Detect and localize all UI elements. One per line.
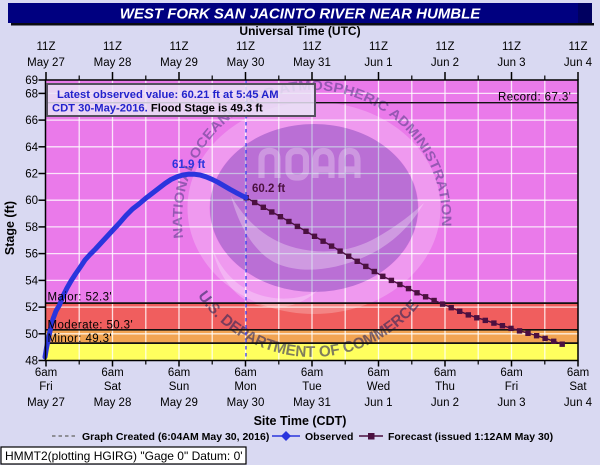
svg-text:Jun 2: Jun 2 — [431, 397, 459, 409]
svg-text:May 28: May 28 — [94, 57, 132, 69]
svg-text:11Z: 11Z — [37, 41, 56, 53]
svg-text:6am: 6am — [101, 367, 123, 379]
svg-text:Forecast (issued 1:12AM May 30: Forecast (issued 1:12AM May 30) — [388, 431, 553, 443]
svg-text:62: 62 — [25, 169, 38, 181]
svg-text:6am: 6am — [500, 367, 522, 379]
svg-text:Site Time (CDT): Site Time (CDT) — [254, 414, 347, 428]
svg-text:Jun 4: Jun 4 — [564, 57, 593, 69]
svg-text:Mon: Mon — [234, 381, 256, 393]
svg-text:Jun 1: Jun 1 — [364, 57, 392, 69]
svg-text:Universal Time (UTC): Universal Time (UTC) — [239, 24, 360, 38]
svg-text:6am: 6am — [168, 367, 190, 379]
svg-text:Fri: Fri — [505, 381, 518, 393]
svg-text:Major: 52.3': Major: 52.3' — [48, 292, 113, 304]
svg-text:11Z: 11Z — [170, 41, 189, 53]
svg-text:May 28: May 28 — [94, 397, 132, 409]
svg-text:Tue: Tue — [302, 381, 321, 393]
svg-text:54: 54 — [25, 275, 38, 287]
svg-text:Sun: Sun — [169, 381, 189, 393]
svg-text:52: 52 — [25, 302, 38, 314]
svg-text:Stage (ft): Stage (ft) — [3, 201, 17, 255]
svg-text:61.9 ft: 61.9 ft — [172, 159, 205, 171]
svg-text:6am: 6am — [434, 367, 456, 379]
svg-text:11Z: 11Z — [103, 41, 122, 53]
svg-text:CDT 30-May-2016. Flood Stage i: CDT 30-May-2016. Flood Stage is 49.3 ft — [52, 103, 263, 115]
svg-text:Sat: Sat — [104, 381, 122, 393]
svg-text:66: 66 — [25, 115, 38, 127]
svg-text:6am: 6am — [301, 367, 323, 379]
svg-text:Graph Created (6:04AM May 30,: Graph Created (6:04AM May 30, 2016) — [82, 431, 269, 443]
svg-text:HMMT2(plotting HGIRG) "Gage 0": HMMT2(plotting HGIRG) "Gage 0" Datum: 0' — [5, 449, 243, 463]
svg-text:May 31: May 31 — [293, 57, 331, 69]
svg-text:11Z: 11Z — [303, 41, 322, 53]
svg-text:Record: 67.3': Record: 67.3' — [498, 92, 571, 104]
svg-text:Sat: Sat — [569, 381, 587, 393]
svg-text:69: 69 — [25, 75, 38, 87]
svg-text:May 30: May 30 — [227, 57, 265, 69]
svg-text:68: 68 — [25, 88, 38, 100]
svg-text:48: 48 — [25, 356, 38, 368]
svg-text:Fri: Fri — [39, 381, 52, 393]
svg-text:11Z: 11Z — [502, 41, 521, 53]
svg-text:May 30: May 30 — [227, 397, 265, 409]
svg-text:Observed: Observed — [305, 431, 353, 443]
svg-text:6am: 6am — [567, 367, 589, 379]
svg-text:Jun 1: Jun 1 — [364, 397, 392, 409]
svg-text:May 27: May 27 — [27, 397, 65, 409]
svg-text:50: 50 — [25, 329, 38, 341]
svg-text:WEST FORK SAN JACINTO RIVER NE: WEST FORK SAN JACINTO RIVER NEAR HUMBLE — [120, 6, 482, 23]
svg-text:Jun 2: Jun 2 — [431, 57, 459, 69]
svg-text:11Z: 11Z — [569, 41, 588, 53]
svg-text:Moderate: 50.3': Moderate: 50.3' — [48, 320, 134, 332]
svg-text:58: 58 — [25, 222, 38, 234]
svg-text:11Z: 11Z — [236, 41, 255, 53]
svg-text:6am: 6am — [367, 367, 389, 379]
svg-text:Jun 4: Jun 4 — [564, 397, 593, 409]
svg-text:May 31: May 31 — [293, 397, 331, 409]
svg-text:Latest observed value: 60.21 f: Latest observed value: 60.21 ft at 5:45 … — [57, 89, 279, 101]
svg-text:May 29: May 29 — [160, 397, 198, 409]
svg-text:Jun 3: Jun 3 — [497, 397, 525, 409]
svg-text:Wed: Wed — [367, 381, 390, 393]
svg-text:56: 56 — [25, 249, 38, 261]
svg-text:6am: 6am — [35, 367, 57, 379]
svg-text:Jun 3: Jun 3 — [497, 57, 525, 69]
svg-text:60: 60 — [25, 195, 38, 207]
svg-text:May 27: May 27 — [27, 57, 65, 69]
svg-text:6am: 6am — [234, 367, 256, 379]
svg-text:Thu: Thu — [435, 381, 455, 393]
svg-text:64: 64 — [25, 142, 38, 154]
svg-text:11Z: 11Z — [436, 41, 455, 53]
svg-text:11Z: 11Z — [369, 41, 388, 53]
svg-text:60.2 ft: 60.2 ft — [252, 183, 285, 195]
svg-text:Minor: 49.3': Minor: 49.3' — [48, 333, 113, 345]
svg-text:May 29: May 29 — [160, 57, 198, 69]
